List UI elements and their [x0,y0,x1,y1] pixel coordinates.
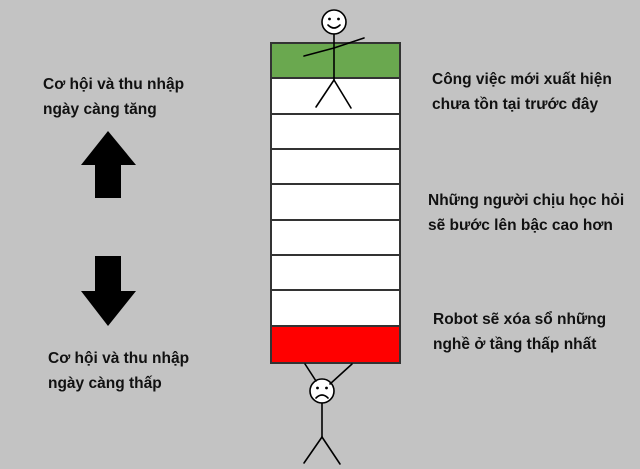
right-middle-label-line-1: Những người chịu học hỏi [428,192,625,209]
ladder-rung-3 [272,114,399,150]
left-bottom-label-line-2: ngày càng thấp [48,375,162,392]
left-top-label: Cơ hội và thu nhập ngày càng tăng [43,72,184,122]
down-arrow-icon [81,256,136,326]
ladder-rung-bottom-red [272,326,399,362]
right-middle-label-line-2: sẽ bước lên bậc cao hơn [428,217,613,234]
up-arrow-icon [81,131,136,198]
ladder-rung-4 [272,150,399,186]
ladder-rung-top-green [272,44,399,80]
ladder-rung-5 [272,185,399,221]
right-bottom-label-line-2: nghề ở tầng thấp nhất [433,336,597,353]
right-bottom-label: Robot sẽ xóa sổ những nghề ở tầng thấp n… [433,307,606,357]
career-ladder [270,42,401,364]
left-bottom-label-line-1: Cơ hội và thu nhập [48,350,190,367]
right-top-label-line-2: chưa tồn tại trước đây [432,96,599,113]
sad-stick-figure-icon [303,363,353,465]
ladder-rung-8 [272,291,399,327]
left-top-label-line-2: ngày càng tăng [43,101,157,118]
ladder-rung-7 [272,256,399,292]
right-middle-label: Những người chịu học hỏi sẽ bước lên bậc… [428,188,624,238]
right-bottom-label-line-1: Robot sẽ xóa sổ những [433,311,607,328]
ladder-rung-2 [272,79,399,115]
ladder-rung-6 [272,220,399,256]
right-top-label: Công việc mới xuất hiện chưa tồn tại trư… [432,67,612,117]
right-top-label-line-1: Công việc mới xuất hiện [432,71,612,88]
left-top-label-line-1: Cơ hội và thu nhập [43,76,185,93]
left-bottom-label: Cơ hội và thu nhập ngày càng thấp [48,346,189,396]
